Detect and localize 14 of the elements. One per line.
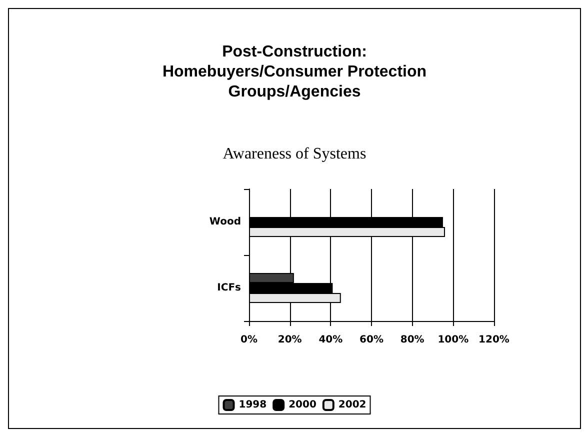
y-tick-label: ICFs	[217, 282, 242, 294]
legend-label: 1998	[238, 400, 267, 410]
chart-title: Post-Construction: Homebuyers/Consumer Protection Groups/Agencies	[162, 44, 427, 100]
legend-label: 2000	[288, 400, 316, 410]
x-tick-label: 60%	[360, 334, 384, 346]
x-tick-label: 0%	[240, 334, 258, 346]
x-tick-label: 100%	[438, 334, 469, 346]
chart-subtitle: Awareness of Systems	[222, 146, 366, 162]
legend-label: 2002	[338, 400, 366, 410]
y-tick-label: Wood	[209, 216, 241, 228]
x-tick-label: 120%	[478, 334, 510, 346]
x-tick-label: 20%	[278, 334, 302, 346]
x-tick-label: 80%	[400, 334, 424, 346]
x-tick-label: 40%	[318, 334, 343, 346]
